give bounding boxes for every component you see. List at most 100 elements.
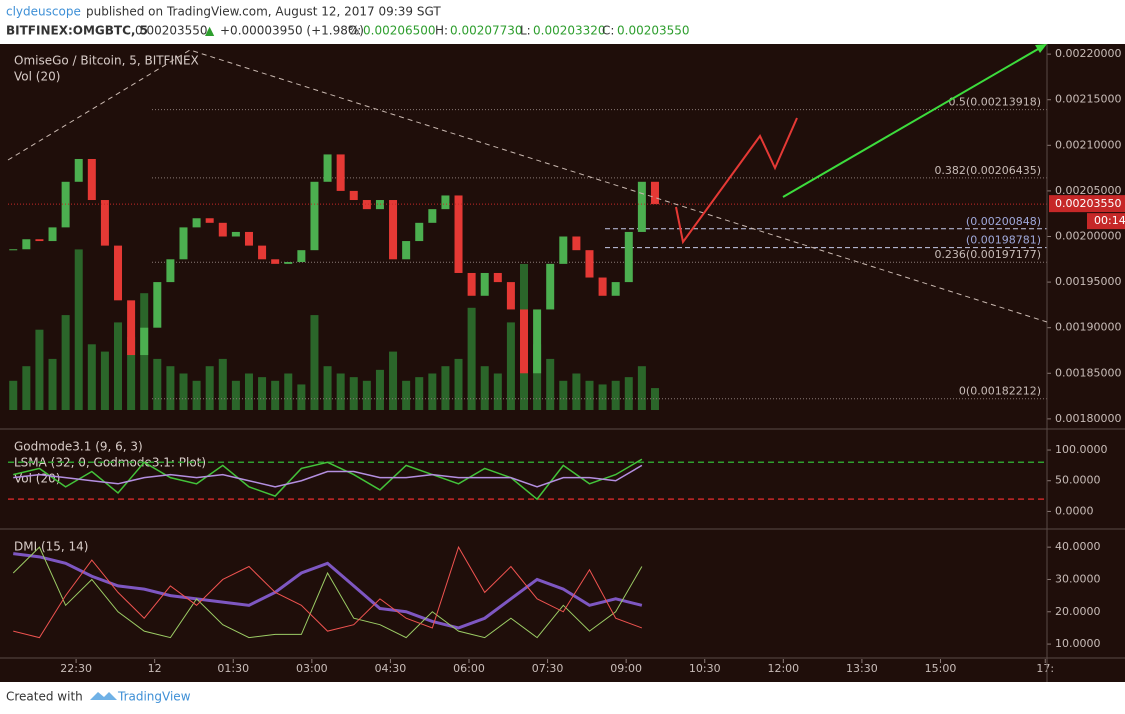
volume-bar: [87, 344, 96, 410]
volume-bar: [310, 315, 319, 410]
countdown-box: [1087, 213, 1125, 230]
volume-bar: [114, 322, 123, 410]
pane-title: DMI (15, 14): [14, 540, 88, 554]
volume-bar: [74, 249, 83, 410]
target-arrow: [782, 44, 1046, 198]
candle: [48, 227, 57, 242]
candle: [35, 239, 44, 242]
y-tick-label: 30.0000: [1055, 572, 1101, 585]
footer-bg: [0, 682, 1125, 714]
x-tick-label: 12:00: [767, 662, 799, 675]
volume-bar: [585, 380, 594, 410]
candle: [533, 309, 542, 374]
candle: [218, 222, 227, 237]
candle: [572, 236, 581, 251]
x-tick-label: 03:00: [296, 662, 328, 675]
volume-bar: [166, 366, 175, 410]
volume-bar: [9, 380, 18, 410]
y-tick-label: 100.0000: [1055, 443, 1108, 456]
volume-bar: [297, 384, 306, 410]
x-tick-label: 07:30: [532, 662, 564, 675]
series-line: [13, 464, 643, 488]
candle: [441, 195, 450, 210]
volume-bar: [362, 380, 371, 410]
author[interactable]: clydeuscope: [6, 5, 81, 19]
y-tick-label: 20.0000: [1055, 605, 1101, 618]
volume-bar: [35, 329, 44, 410]
candle: [284, 262, 293, 264]
x-tick-label: 04:30: [375, 662, 407, 675]
y-tick-label: 0.00185000: [1055, 366, 1121, 379]
price: 0.00203550: [135, 24, 208, 38]
candle: [100, 200, 109, 246]
countdown: 00:14: [1094, 214, 1125, 227]
candle: [585, 250, 594, 278]
candle: [192, 218, 201, 228]
volume-bar: [533, 344, 542, 410]
x-tick-label: 12: [148, 662, 162, 675]
y-tick-label: 0.00220000: [1055, 47, 1121, 60]
y-tick-label: 0.00215000: [1055, 93, 1121, 106]
x-tick-label: 10:30: [689, 662, 721, 675]
volume-bar: [467, 307, 476, 410]
candle: [506, 282, 515, 310]
pane-title: OmiseGo / Bitcoin, 5, BITFINEX: [14, 54, 199, 68]
y-tick-label: 0.00195000: [1055, 275, 1121, 288]
candle: [87, 158, 96, 201]
volume-bar: [624, 377, 633, 410]
logo: [90, 692, 117, 700]
y-tick-label: 0.00205000: [1055, 184, 1121, 197]
volume-bar: [192, 380, 201, 410]
volume-bar: [244, 373, 253, 410]
candle: [349, 190, 358, 201]
y-tick-label: 0.00210000: [1055, 138, 1121, 151]
footer-brand[interactable]: TradingView: [117, 690, 191, 704]
x-tick-label: 17:: [1036, 662, 1054, 675]
candle: [480, 272, 489, 296]
candle: [205, 218, 214, 223]
close-label: C:: [602, 24, 614, 38]
level-label: (0.00198781): [966, 234, 1041, 247]
volume-bar: [231, 380, 240, 410]
candle: [179, 227, 188, 260]
volume-bar: [506, 322, 515, 410]
volume-bar: [389, 351, 398, 410]
candle: [153, 282, 162, 328]
footer-created: Created with: [6, 690, 83, 704]
low-label: L:: [520, 24, 531, 38]
level-label: (0.00200848): [966, 215, 1041, 228]
candle: [22, 239, 31, 250]
candle: [362, 200, 371, 210]
candle: [9, 249, 18, 251]
candle: [637, 181, 646, 232]
volume-bar: [402, 380, 411, 410]
candle: [546, 263, 555, 310]
candle: [74, 158, 83, 182]
candle: [402, 241, 411, 260]
candle: [650, 181, 659, 205]
x-tick-label: 22:30: [60, 662, 92, 675]
series-line: [13, 545, 643, 639]
y-tick-label: 0.00180000: [1055, 412, 1121, 425]
volume-bar: [349, 377, 358, 410]
volume-bar: [546, 358, 555, 410]
volume-bar: [179, 373, 188, 410]
fib-label: 0.236(0.00197177): [934, 248, 1041, 261]
volume-bar: [572, 373, 581, 410]
volume-bar: [127, 337, 136, 410]
plot: 0.00220000 0.00215000 0.00210000 0.00205000…: [0, 44, 1125, 682]
projection: [675, 117, 798, 245]
volume-bar: [218, 358, 227, 410]
volume-bar: [284, 373, 293, 410]
volume-bar: [493, 373, 502, 410]
candle: [428, 209, 437, 223]
change: +0.00003950 (+1.98%): [220, 24, 364, 38]
open-label: O:: [348, 24, 361, 38]
close: 0.00203550: [617, 24, 690, 38]
candle: [611, 282, 620, 296]
volume-bar: [637, 366, 646, 410]
candle: [520, 309, 529, 374]
candle: [140, 327, 149, 356]
y-tick-label: 50.0000: [1055, 474, 1101, 487]
